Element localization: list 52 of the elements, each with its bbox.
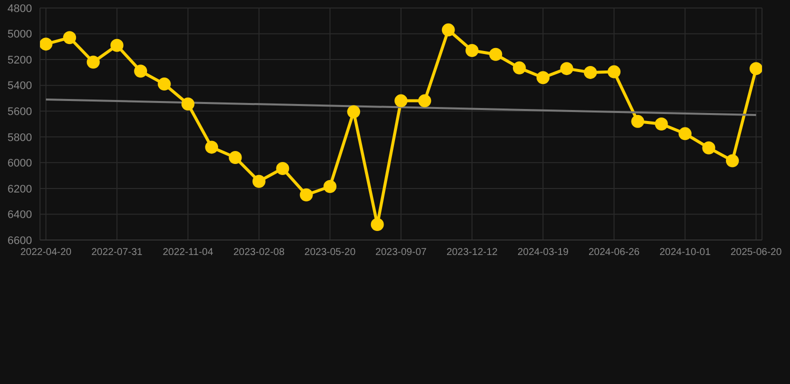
point bbox=[418, 94, 432, 108]
point bbox=[370, 218, 384, 232]
x-tick-label: 2023-05-20 bbox=[304, 247, 356, 258]
point bbox=[276, 162, 290, 175]
point bbox=[608, 65, 621, 78]
point bbox=[560, 62, 574, 76]
point bbox=[110, 38, 124, 52]
y-tick-label: 5800 bbox=[8, 132, 32, 144]
y-tick-label: 6200 bbox=[8, 183, 32, 196]
y-tick-label: 6600 bbox=[8, 234, 32, 247]
point bbox=[86, 56, 100, 69]
x-tick-label: 2023-09-07 bbox=[375, 247, 428, 258]
point bbox=[654, 118, 668, 130]
point bbox=[702, 141, 716, 154]
point bbox=[726, 154, 739, 168]
x-tick-label: 2023-12-12 bbox=[446, 247, 498, 258]
x-tick-label: 2024-10-01 bbox=[659, 247, 712, 258]
y-tick-label: 5000 bbox=[8, 28, 32, 41]
x-tick-label: 2025-06-20 bbox=[730, 247, 782, 258]
point bbox=[134, 64, 148, 78]
point bbox=[466, 44, 479, 58]
point bbox=[40, 38, 52, 51]
point bbox=[442, 23, 455, 36]
x-tick-label: 2022-07-31 bbox=[91, 247, 143, 258]
y-tick-label: 4800 bbox=[8, 2, 32, 15]
point bbox=[63, 31, 76, 44]
y-tick-label: 6400 bbox=[8, 209, 32, 222]
point bbox=[750, 62, 762, 76]
x-tick-label: 2024-06-26 bbox=[588, 247, 640, 258]
point bbox=[512, 61, 526, 74]
point bbox=[489, 48, 502, 61]
point bbox=[300, 188, 313, 202]
point bbox=[678, 127, 692, 140]
y-tick-label: 5200 bbox=[8, 54, 32, 66]
x-tick-label: 2022-04-20 bbox=[20, 247, 72, 258]
y-tick-label: 5400 bbox=[8, 80, 32, 92]
point bbox=[584, 66, 597, 79]
point bbox=[181, 98, 194, 111]
point bbox=[394, 94, 408, 108]
point bbox=[347, 105, 360, 118]
point bbox=[252, 174, 266, 188]
x-tick-label: 2024-03-19 bbox=[517, 247, 570, 258]
point bbox=[228, 151, 242, 164]
point bbox=[323, 180, 336, 194]
x-tick-label: 2023-02-08 bbox=[233, 247, 285, 258]
y-tick-label: 6000 bbox=[8, 158, 32, 170]
point bbox=[205, 140, 218, 154]
y-tick-label: 5600 bbox=[8, 106, 32, 118]
point bbox=[536, 71, 550, 84]
point bbox=[631, 114, 644, 128]
point bbox=[158, 78, 171, 91]
x-tick-label: 2022-11-04 bbox=[162, 247, 214, 258]
